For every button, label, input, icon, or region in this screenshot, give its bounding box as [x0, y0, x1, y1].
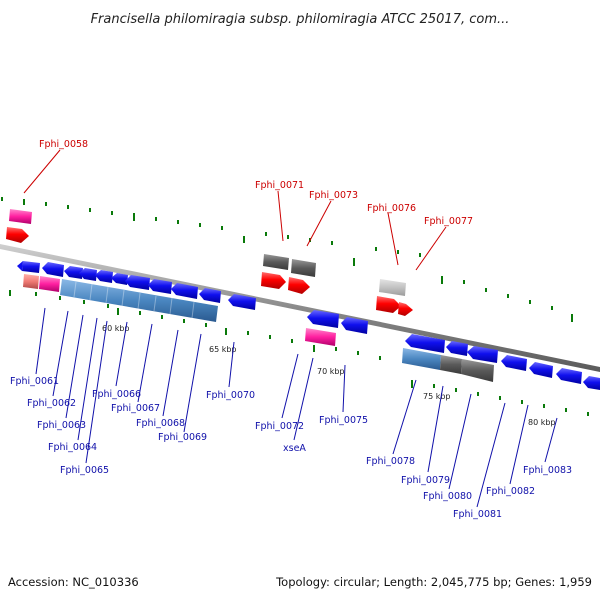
label-fphi-0081[interactable]: Fphi_0081 — [453, 509, 502, 520]
ncrna-pink-feature[interactable] — [39, 276, 60, 292]
map-title: Francisella philomiragia subsp. philomir… — [91, 12, 510, 27]
label-fphi-0065[interactable]: Fphi_0065 — [60, 465, 109, 476]
label-fphi-0080[interactable]: Fphi_0080 — [423, 491, 472, 502]
reverse-leader-lines — [35, 307, 558, 508]
footer-summary: Topology: circular; Length: 2,045,775 bp… — [275, 575, 592, 589]
fphi-0062-gene[interactable] — [42, 262, 64, 277]
label-fphi-0072[interactable]: Fphi_0072 — [255, 421, 304, 432]
forward-genes — [6, 209, 413, 316]
fphi-0068-gene[interactable] — [148, 279, 172, 294]
forward-gene-labels: Fphi_0058 Fphi_0071 Fphi_0073 Fphi_0076 … — [39, 139, 473, 227]
scale-ticks-upper — [1, 197, 573, 322]
fphi-0081-gene[interactable] — [501, 355, 527, 371]
label-fphi-0066[interactable]: Fphi_0066 — [92, 389, 141, 400]
label-fphi-0082[interactable]: Fphi_0082 — [486, 486, 535, 497]
fphi-0077-gene[interactable] — [398, 302, 413, 316]
label-fphi-0079[interactable]: Fphi_0079 — [401, 475, 450, 486]
fphi-0072-gene[interactable] — [307, 310, 339, 328]
fphi-0083-gene[interactable] — [556, 368, 582, 384]
scale-label-65kbp: 65 kbp — [209, 345, 237, 354]
scale-label-70kbp: 70 kbp — [317, 367, 345, 376]
ncrna-salmon-feature[interactable] — [23, 274, 39, 289]
label-fphi-0078[interactable]: Fphi_0078 — [366, 456, 415, 467]
label-xsea[interactable]: xseA — [283, 443, 306, 454]
label-fphi-0068[interactable]: Fphi_0068 — [136, 418, 185, 429]
label-fphi-0075[interactable]: Fphi_0075 — [319, 415, 368, 426]
scale-ticks-lower — [9, 290, 589, 416]
fphi-0069b-gene[interactable] — [199, 288, 221, 303]
fphi-0070-gene[interactable] — [228, 294, 256, 310]
label-fphi-0071[interactable]: Fphi_0071 — [255, 180, 304, 191]
reverse-gene-labels: Fphi_0061 Fphi_0062 Fphi_0063 Fphi_0064 … — [10, 376, 572, 520]
fphi-0066-gene[interactable] — [111, 273, 128, 285]
operon-regions — [23, 274, 494, 382]
reverse-genes — [17, 261, 600, 390]
fphi-0064-gene[interactable] — [79, 268, 97, 281]
fphi-0078-gene[interactable] — [405, 334, 445, 353]
fphi-0082-gene[interactable] — [529, 362, 553, 378]
label-fphi-0058[interactable]: Fphi_0058 — [39, 139, 88, 150]
fphi-0069-gene[interactable] — [171, 283, 198, 299]
label-fphi-0067[interactable]: Fphi_0067 — [111, 403, 160, 414]
fphi-0075-ncrna[interactable] — [305, 328, 336, 346]
fphi-0073-pseudo[interactable] — [291, 259, 316, 277]
fphi-0079-gene[interactable] — [446, 341, 468, 356]
operon-region-2[interactable] — [402, 348, 441, 370]
label-fphi-0063[interactable]: Fphi_0063 — [37, 420, 86, 431]
scale-label-80kbp: 80 kbp — [528, 418, 556, 427]
label-fphi-0083[interactable]: Fphi_0083 — [523, 465, 572, 476]
scale-label-60kbp: 60 kbp — [102, 324, 130, 333]
fphi-0071-pseudo[interactable] — [263, 254, 289, 270]
forward-leader-lines — [23, 149, 447, 271]
label-fphi-0076[interactable]: Fphi_0076 — [367, 203, 416, 214]
fphi-0058-gene[interactable] — [6, 227, 29, 243]
label-fphi-0062[interactable]: Fphi_0062 — [27, 398, 76, 409]
fphi-0083b-gene[interactable] — [583, 376, 600, 390]
fphi-0076-gene[interactable] — [376, 296, 401, 313]
fphi-0073-gene[interactable] — [288, 277, 310, 294]
fphi-0061-gene[interactable] — [22, 261, 40, 273]
fphi-0065-gene[interactable] — [95, 270, 113, 283]
fphi-0063-gene[interactable] — [64, 266, 83, 279]
fphi-0080-gene[interactable] — [467, 346, 498, 363]
label-fphi-0064[interactable]: Fphi_0064 — [48, 442, 97, 453]
footer-accession: Accession: NC_010336 — [8, 575, 139, 589]
xsea-gene[interactable] — [341, 317, 368, 334]
label-fphi-0061[interactable]: Fphi_0061 — [10, 376, 59, 387]
label-fphi-0070[interactable]: Fphi_0070 — [206, 390, 255, 401]
fphi-0071-gene[interactable] — [261, 272, 286, 289]
operon-region-1[interactable] — [60, 279, 218, 322]
genome-backbone — [0, 244, 600, 372]
fphi-0067-gene[interactable] — [125, 275, 150, 290]
pseudo-region-1[interactable] — [440, 355, 462, 374]
pseudo-region-2[interactable] — [461, 359, 494, 382]
label-fphi-0073[interactable]: Fphi_0073 — [309, 190, 358, 201]
label-fphi-0077[interactable]: Fphi_0077 — [424, 216, 473, 227]
fphi-0076-pseudo[interactable] — [379, 279, 406, 296]
scale-label-75kbp: 75 kbp — [423, 392, 451, 401]
fphi-0058-ncrna[interactable] — [9, 209, 32, 224]
label-fphi-0069[interactable]: Fphi_0069 — [158, 432, 207, 443]
